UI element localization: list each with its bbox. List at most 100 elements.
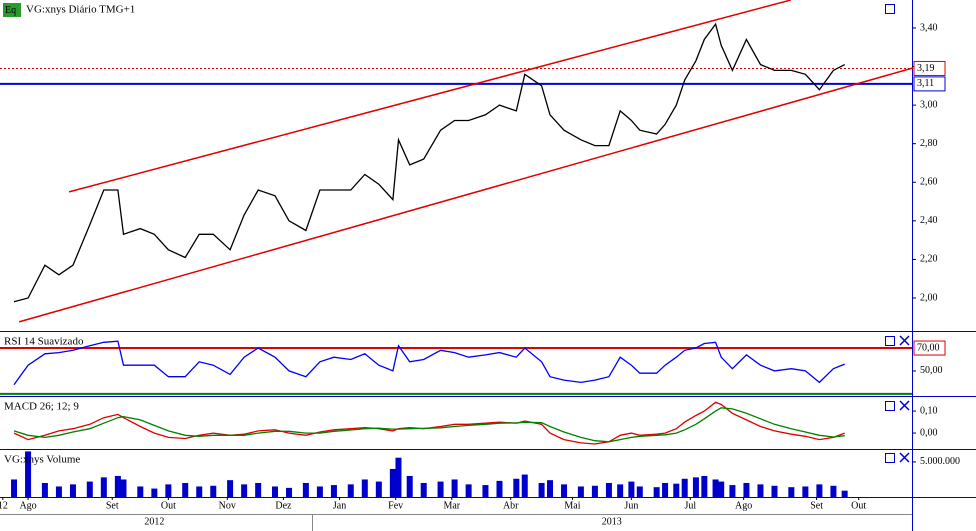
volume-bar — [591, 485, 598, 497]
x-tick-label: Set — [810, 500, 823, 511]
panel-title: MACD 26; 12; 9 — [4, 401, 79, 413]
volume-bar — [389, 468, 396, 497]
volume-bar — [165, 484, 172, 497]
volume-bar — [465, 484, 472, 497]
volume-bar — [100, 477, 107, 497]
x-tick-label: Mai — [564, 500, 580, 511]
volume-bar — [241, 484, 248, 497]
maximize-button[interactable] — [885, 336, 895, 346]
data-line — [13, 340, 845, 386]
volume-bar — [788, 487, 795, 497]
volume-bar — [802, 486, 809, 497]
x-tick-label: Fev — [388, 500, 403, 511]
maximize-button[interactable] — [885, 453, 895, 463]
x-tick-label: Dez — [275, 500, 292, 511]
x-tick-label: Mar — [443, 500, 460, 511]
data-line — [13, 401, 845, 445]
trend-line — [18, 67, 914, 323]
trend-line — [68, 0, 791, 193]
level-label: 3,11 — [917, 78, 934, 89]
panel-title: VG:xnys Diário TMG+1 — [26, 4, 135, 16]
close-button[interactable] — [899, 452, 910, 463]
volume-bar — [692, 477, 699, 497]
close-button[interactable] — [899, 335, 910, 346]
y-tick-label: 0,10 — [920, 405, 938, 416]
volume-bar — [272, 486, 279, 497]
volume-bar — [653, 487, 660, 497]
volume-bar — [743, 482, 750, 497]
volume-bar — [41, 482, 48, 497]
volume-bar — [538, 482, 545, 497]
volume-bar — [25, 451, 32, 497]
x-tick-label: Abr — [503, 500, 519, 511]
y-tick-label: 3,00 — [920, 99, 938, 110]
level-label: 3,19 — [917, 63, 935, 74]
volume-bar — [662, 482, 669, 497]
y-tick-label: 50,00 — [920, 365, 943, 376]
x-tick-label: Ago — [735, 500, 752, 511]
volume-bar — [451, 479, 458, 497]
volume-bar — [482, 485, 489, 497]
volume-bar — [841, 490, 848, 497]
volume-bar — [255, 482, 262, 497]
y-tick-label: 2,40 — [920, 215, 938, 226]
year-label: 2012 — [144, 516, 164, 527]
volume-bar — [11, 479, 18, 497]
x-tick-label: Ago — [19, 500, 36, 511]
close-button[interactable] — [899, 400, 910, 411]
volume-bar — [182, 482, 189, 497]
volume-bar — [547, 480, 554, 497]
volume-bar — [120, 479, 127, 497]
panel-title: RSI 14 Suavizado — [4, 336, 84, 348]
volume-bar — [617, 484, 624, 497]
volume-bar — [729, 485, 736, 497]
volume-bar — [69, 484, 76, 497]
maximize-button[interactable] — [885, 4, 895, 14]
volume-bar — [361, 479, 368, 497]
x-tick-label: Jun — [624, 500, 638, 511]
x-tick-label: Out — [161, 500, 176, 511]
y-tick-label: 2,00 — [920, 292, 938, 303]
volume-bar — [628, 481, 635, 497]
volume-bar — [673, 483, 680, 497]
volume-bar — [605, 482, 612, 497]
volume-bar — [286, 487, 293, 497]
data-line — [13, 22, 845, 303]
volume-bar — [227, 480, 234, 497]
level-label-box — [913, 340, 946, 356]
volume-bar — [636, 486, 643, 497]
volume-bar — [406, 475, 413, 497]
volume-bar — [196, 486, 203, 497]
volume-bar — [114, 475, 121, 497]
volume-bar — [718, 481, 725, 497]
volume-bar — [496, 480, 503, 497]
volume-bar — [420, 482, 427, 497]
volume-bar — [151, 488, 158, 497]
volume-bar — [347, 484, 354, 497]
volume-bar — [521, 474, 528, 497]
volume-bar — [316, 486, 323, 497]
volume-bar — [757, 484, 764, 497]
x-tick-label: Set — [106, 500, 119, 511]
volume-bar — [137, 486, 144, 497]
data-line — [13, 407, 845, 443]
volume-bar — [210, 485, 217, 497]
y-tick-label: 2,20 — [920, 254, 938, 265]
y-tick-label: 2,60 — [920, 177, 938, 188]
x-tick-label: Jul — [684, 500, 696, 511]
volume-bar — [55, 486, 62, 497]
level-label-box — [913, 60, 946, 76]
volume-bar — [681, 478, 688, 497]
y-tick-label: 5.000.000 — [920, 456, 960, 467]
y-tick-label: 3,40 — [920, 22, 938, 33]
volume-bar — [712, 479, 719, 497]
volume-bar — [330, 485, 337, 497]
maximize-button[interactable] — [885, 401, 895, 411]
volume-bar — [86, 481, 93, 497]
level-label: 70,00 — [917, 342, 940, 353]
x-tick-label: Out — [851, 500, 866, 511]
panel-buttons — [885, 4, 910, 463]
volume-bar — [375, 481, 382, 497]
